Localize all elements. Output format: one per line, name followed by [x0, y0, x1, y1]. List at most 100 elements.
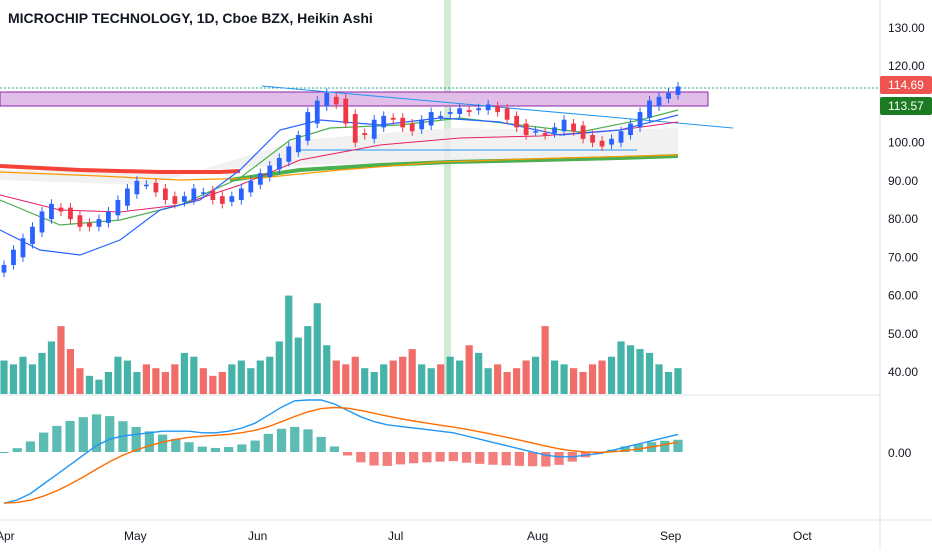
volume-bar — [380, 364, 388, 394]
candle-body — [143, 184, 149, 187]
volume-bar — [522, 360, 530, 394]
candle-body — [229, 196, 235, 202]
candle-body — [30, 226, 35, 244]
volume-bar — [588, 364, 597, 394]
candle-body — [580, 125, 586, 139]
volume-bar — [446, 356, 454, 394]
macd-histogram-bar — [369, 452, 379, 466]
volume-bar — [361, 368, 369, 394]
time-axis: Apr May Jun Jul Aug Sep Oct — [0, 529, 812, 543]
volume-bar — [199, 368, 207, 394]
volume-bar — [408, 349, 416, 394]
volume-bar — [513, 368, 521, 394]
candle-body — [504, 108, 510, 120]
candle-body — [96, 219, 102, 227]
macd-histogram-bar — [528, 452, 538, 467]
ma-red-thick — [0, 164, 241, 174]
macd-histogram-bar — [210, 447, 221, 452]
volume-bar — [161, 372, 169, 394]
candle-body — [523, 123, 529, 136]
candle-body — [666, 92, 671, 99]
last-price-badge — [880, 76, 932, 94]
candle-body — [11, 249, 16, 265]
volume-bar — [550, 360, 559, 394]
volume-bar — [180, 352, 188, 394]
macd-histogram-bar — [435, 452, 445, 462]
macd-histogram-bar — [25, 441, 36, 452]
macd-histogram-bar — [541, 452, 551, 467]
volume-bar — [0, 360, 8, 394]
candle-body — [191, 188, 197, 200]
candle-body — [153, 182, 159, 193]
candle-body — [267, 165, 273, 178]
candle-body — [599, 140, 605, 147]
volume-bar — [209, 375, 217, 394]
last-price-badge-text: 114.69 — [888, 78, 924, 92]
candle-body — [362, 133, 368, 136]
volume-bar — [294, 337, 302, 394]
time-axis-tick: Apr — [0, 529, 15, 543]
macd-histogram-bar — [356, 452, 366, 463]
volume-bar — [323, 345, 331, 394]
macd-histogram-bar — [633, 443, 643, 452]
candle-body — [352, 114, 358, 143]
volume-bar — [370, 372, 378, 394]
volume-bar — [237, 360, 245, 394]
macd-histogram-bar — [91, 414, 102, 452]
price-axis-tick: 50.00 — [888, 327, 918, 341]
candle-body — [162, 188, 168, 200]
time-axis-tick: May — [124, 529, 147, 543]
volume-bar — [437, 364, 445, 394]
candle-body — [400, 117, 406, 128]
volume-bar — [85, 375, 94, 394]
macd-histogram-bar — [475, 452, 485, 464]
volume-bar — [484, 368, 492, 394]
macd-histogram-bar — [422, 452, 432, 463]
chart-title: MICROCHIP TECHNOLOGY, 1D, Cboe BZX, Heik… — [8, 10, 373, 26]
macd-histogram-bar — [395, 452, 406, 465]
candle-body — [514, 115, 520, 128]
macd-histogram-bar — [65, 420, 75, 452]
candle-body — [447, 112, 453, 114]
price-axis-tick: 90.00 — [888, 174, 918, 188]
macd-histogram — [0, 414, 683, 467]
volume-bars — [0, 295, 682, 394]
volume-bar — [456, 360, 464, 394]
candle-body — [20, 238, 26, 258]
candles — [1, 81, 681, 278]
volume-bar — [427, 368, 435, 394]
candle-body — [200, 192, 206, 194]
candle-body — [428, 112, 434, 126]
candle-body — [333, 96, 339, 105]
volume-bar — [655, 364, 663, 394]
volume-bar — [171, 364, 179, 394]
volume-bar — [617, 341, 625, 394]
candle-body — [1, 264, 7, 273]
volume-bar — [114, 356, 122, 394]
price-axis-tick: 70.00 — [888, 250, 918, 264]
candle-body — [609, 138, 614, 145]
volume-bar — [247, 368, 255, 394]
candle-body — [181, 196, 187, 202]
candle-body — [58, 207, 64, 212]
candle-body — [68, 207, 73, 220]
volume-bar — [275, 341, 283, 394]
volume-bar — [579, 372, 587, 394]
second-price-badge-text: 113.57 — [888, 99, 924, 113]
macd-axis-tick: 0.00 — [888, 446, 912, 460]
macd-histogram-bar — [316, 436, 326, 452]
candle-body — [590, 135, 595, 143]
volume-bar — [313, 303, 321, 394]
time-axis-tick: Oct — [793, 529, 812, 543]
candle-body — [656, 96, 662, 107]
volume-bar — [123, 360, 132, 394]
price-axis: 130.00120.00110.00100.0090.0080.0070.006… — [888, 21, 925, 379]
candle-body — [438, 115, 444, 118]
macd-histogram-bar — [250, 440, 260, 452]
candle-body — [476, 108, 482, 111]
volume-bar — [76, 368, 84, 394]
price-axis-tick: 130.00 — [888, 21, 925, 35]
macd-histogram-bar — [409, 452, 419, 464]
candle-body — [276, 157, 282, 170]
